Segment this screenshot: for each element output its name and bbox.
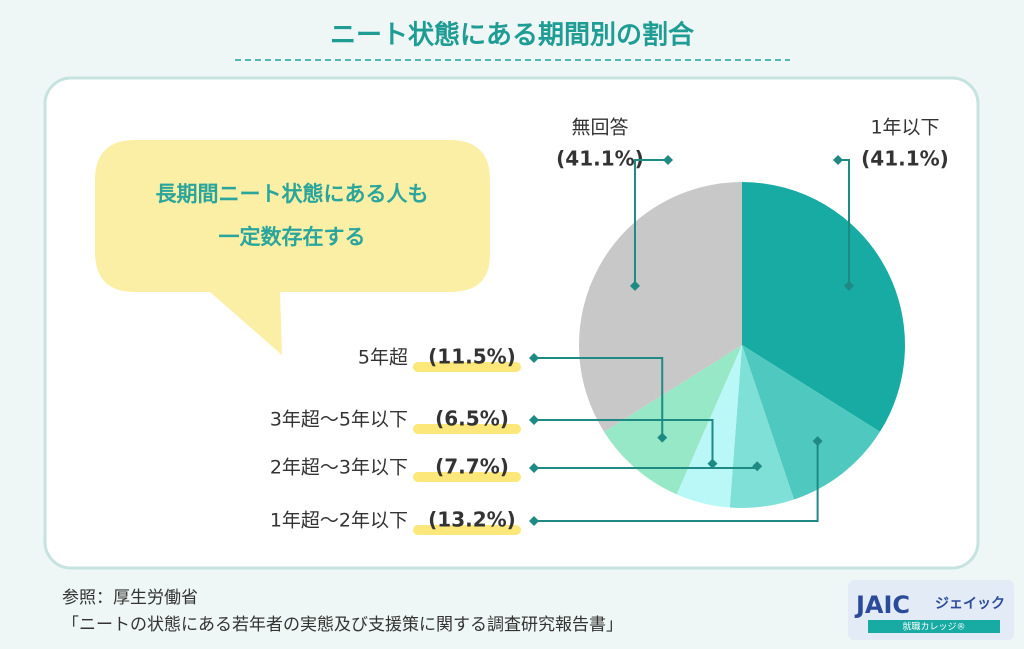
category-label: 5年超 (358, 347, 408, 369)
label-highlight (413, 424, 521, 434)
label-highlight (413, 472, 521, 482)
speech-bubble (95, 140, 490, 355)
pie-slice (579, 181, 742, 432)
leader-line (534, 357, 664, 438)
value-label: (41.1%) (861, 147, 949, 171)
leader-dot (629, 280, 640, 291)
bubble-text: 長期間ニート状態にある人も (156, 182, 429, 206)
source: 参照：厚生労働省 (62, 588, 198, 608)
category-label: 2年超〜3年以下 (270, 457, 408, 479)
value-label: (7.7%) (435, 455, 509, 479)
leader-dot (663, 155, 673, 165)
leader-dot (833, 155, 843, 165)
report: 「ニートの状態にある若年者の実態及び支援策に関する調査研究報告書」 (62, 615, 623, 635)
value-label: (41.1%) (556, 147, 644, 171)
pie-slice (742, 345, 880, 500)
category-label: 1年超〜2年以下 (270, 510, 408, 532)
leader-dot (812, 436, 823, 447)
leader-line (534, 441, 819, 522)
pie-slice (676, 345, 742, 508)
leader-dot (529, 415, 539, 425)
value-label: (13.2%) (428, 508, 516, 532)
category-label: 3年超〜5年以下 (270, 409, 408, 431)
leader-dot (529, 353, 539, 363)
logo-mark: JAIC (854, 591, 910, 619)
label-highlight (413, 525, 521, 535)
value-label: (6.5%) (435, 407, 509, 431)
leader-dot (707, 458, 718, 469)
leader-line (534, 419, 714, 464)
logo-name: ジェイック (935, 596, 1005, 612)
value-label: (11.5%) (428, 345, 516, 369)
leader-dot (752, 461, 763, 472)
pie-slice (742, 182, 905, 432)
leader-dot (657, 432, 668, 443)
category-label: 1年以下 (870, 117, 939, 139)
bubble-text: 一定数存在する (219, 225, 366, 249)
category-label: 無回答 (571, 117, 628, 139)
leader-dot (529, 463, 539, 473)
leader-dot (844, 280, 855, 291)
title: ニート状態にある期間別の割合 (330, 20, 695, 51)
leader-line (633, 159, 668, 286)
logo-sub: 就職カレッジ® (902, 621, 965, 633)
label-highlight (413, 362, 521, 372)
logo-bar (868, 620, 1000, 633)
leader-dot (529, 516, 539, 526)
